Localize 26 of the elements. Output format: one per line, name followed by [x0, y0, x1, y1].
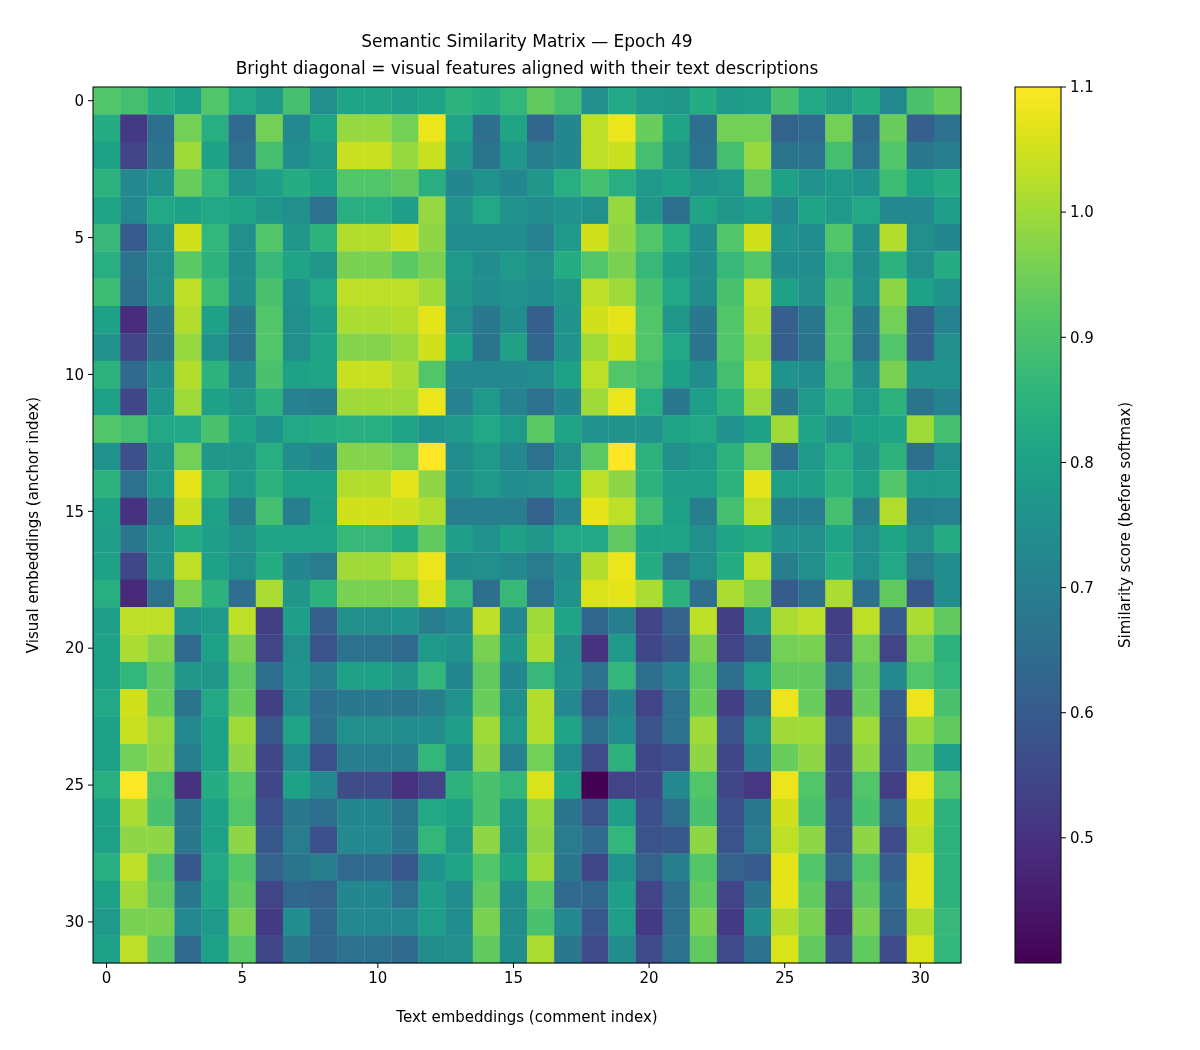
color-bar-title: Similarity score (before softmax) [1116, 401, 1134, 649]
y-tick-label: 5 [74, 228, 84, 247]
color-bar-label: 1.0 [1070, 203, 1094, 222]
color-bar-label: 0.9 [1070, 328, 1094, 347]
y-tick-label: 20 [64, 639, 84, 658]
chart-subtitle: Bright diagonal = visual features aligned with their text descriptions [235, 58, 819, 78]
color-bar-label: 0.6 [1070, 703, 1094, 722]
x-tick-label: 30 [910, 969, 930, 987]
y-tick-label: 25 [64, 776, 84, 795]
chart-title: Semantic Similarity Matrix — Epoch 49 [361, 31, 693, 51]
color-bar-label: 0.5 [1070, 829, 1094, 848]
x-tick-label: 0 [101, 969, 112, 987]
color-bar-label: 0.8 [1070, 453, 1094, 472]
y-tick-label: 30 [64, 913, 84, 932]
y-tick-label: 0 [74, 91, 84, 110]
x-tick-label: 25 [775, 969, 795, 987]
color-bar-label: 0.7 [1070, 578, 1094, 597]
x-axis-title: Text embeddings (comment index) [395, 1008, 658, 1026]
color-bar-label: 1.1 [1070, 78, 1094, 97]
x-tick-label: 10 [368, 969, 388, 987]
y-tick-label: 15 [64, 502, 84, 521]
y-axis-title: Visual embeddings (anchor index) [24, 396, 42, 654]
x-tick-label: 15 [503, 969, 523, 987]
y-tick-label: 10 [64, 365, 84, 384]
x-tick-label: 20 [639, 969, 659, 987]
x-tick-label: 5 [237, 969, 247, 987]
